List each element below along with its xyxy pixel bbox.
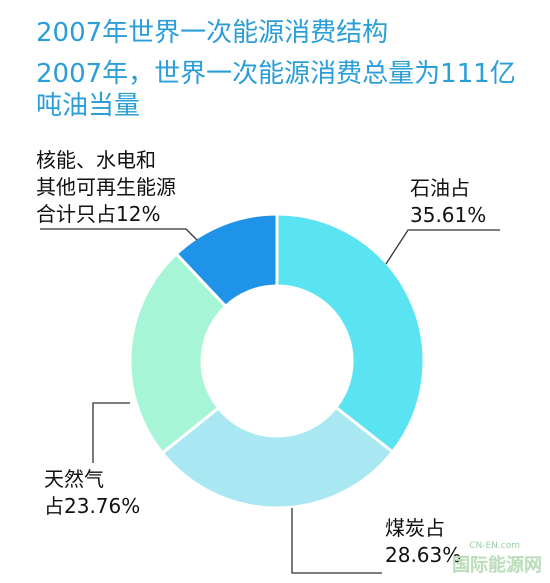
leader-line-coal	[291, 508, 382, 574]
slice-label-coal: 煤炭占 28.63%	[385, 515, 461, 569]
leader-line-gas	[92, 402, 130, 463]
slice-label-gas-line1: 天然气	[44, 467, 104, 491]
watermark-top: CN-EN.com	[469, 541, 520, 551]
slice-label-oil-line1: 石油占	[410, 176, 470, 200]
slice-label-coal-line1: 煤炭占	[385, 516, 445, 540]
slice-label-oil: 石油占 35.61%	[410, 175, 486, 229]
slice-label-gas: 天然气 占23.76%	[44, 466, 140, 520]
slice-nuclear-hydro	[174, 212, 279, 309]
chart-subtitle: 2007年，世界一次能源消费总量为111亿吨油当量	[36, 59, 516, 121]
watermark-main: 国际能源网	[452, 555, 542, 576]
slice-label-coal-line2: 28.63%	[385, 543, 462, 567]
slice-label-oil-line2: 35.61%	[410, 203, 487, 227]
slice-coal	[160, 405, 395, 510]
leader-line-oil	[385, 229, 500, 265]
slice-label-nuclear-hydro-line1: 核能、水电和	[36, 148, 156, 172]
watermark-logo: CN-EN.com 国际能源网	[402, 541, 542, 577]
slice-oil	[275, 212, 426, 455]
slice-label-gas-line2: 占23.76%	[44, 494, 141, 518]
leader-line-nuclear-hydro	[40, 228, 198, 241]
slice-label-nuclear-hydro: 核能、水电和 其他可再生能源 合计只占12%	[36, 147, 176, 228]
chart-title: 2007年世界一次能源消费结构	[36, 18, 389, 48]
slice-gas	[128, 251, 228, 456]
slice-label-nuclear-hydro-line2: 其他可再生能源	[36, 175, 176, 199]
slice-label-nuclear-hydro-line3: 合计只占12%	[36, 202, 161, 226]
